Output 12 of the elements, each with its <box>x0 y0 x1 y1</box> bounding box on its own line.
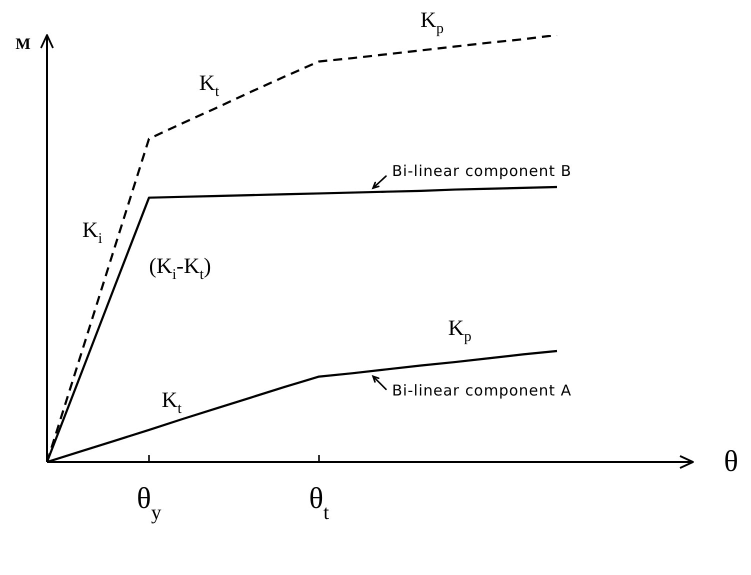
annotation: K$_{t}$ <box>199 70 220 100</box>
x-tick-label: θ$_{t}$ <box>308 482 330 524</box>
annotation: K$_{p}$ <box>448 315 472 346</box>
x-axis-title: θ <box>724 444 738 478</box>
annotation: K$_{i}$ <box>82 216 102 248</box>
legend-label: Bi-linear component A <box>392 381 572 400</box>
x-tick-label: θ$_{y}$ <box>136 482 162 524</box>
series-label: Bi-linear component B <box>392 162 572 180</box>
annotation: K$_{t}$ <box>162 386 183 418</box>
annotation: (K$_{i}$-K$_{t}$) <box>149 253 212 284</box>
annotation: K$_{p}$ <box>420 7 444 38</box>
y-axis-title: M <box>15 36 31 53</box>
